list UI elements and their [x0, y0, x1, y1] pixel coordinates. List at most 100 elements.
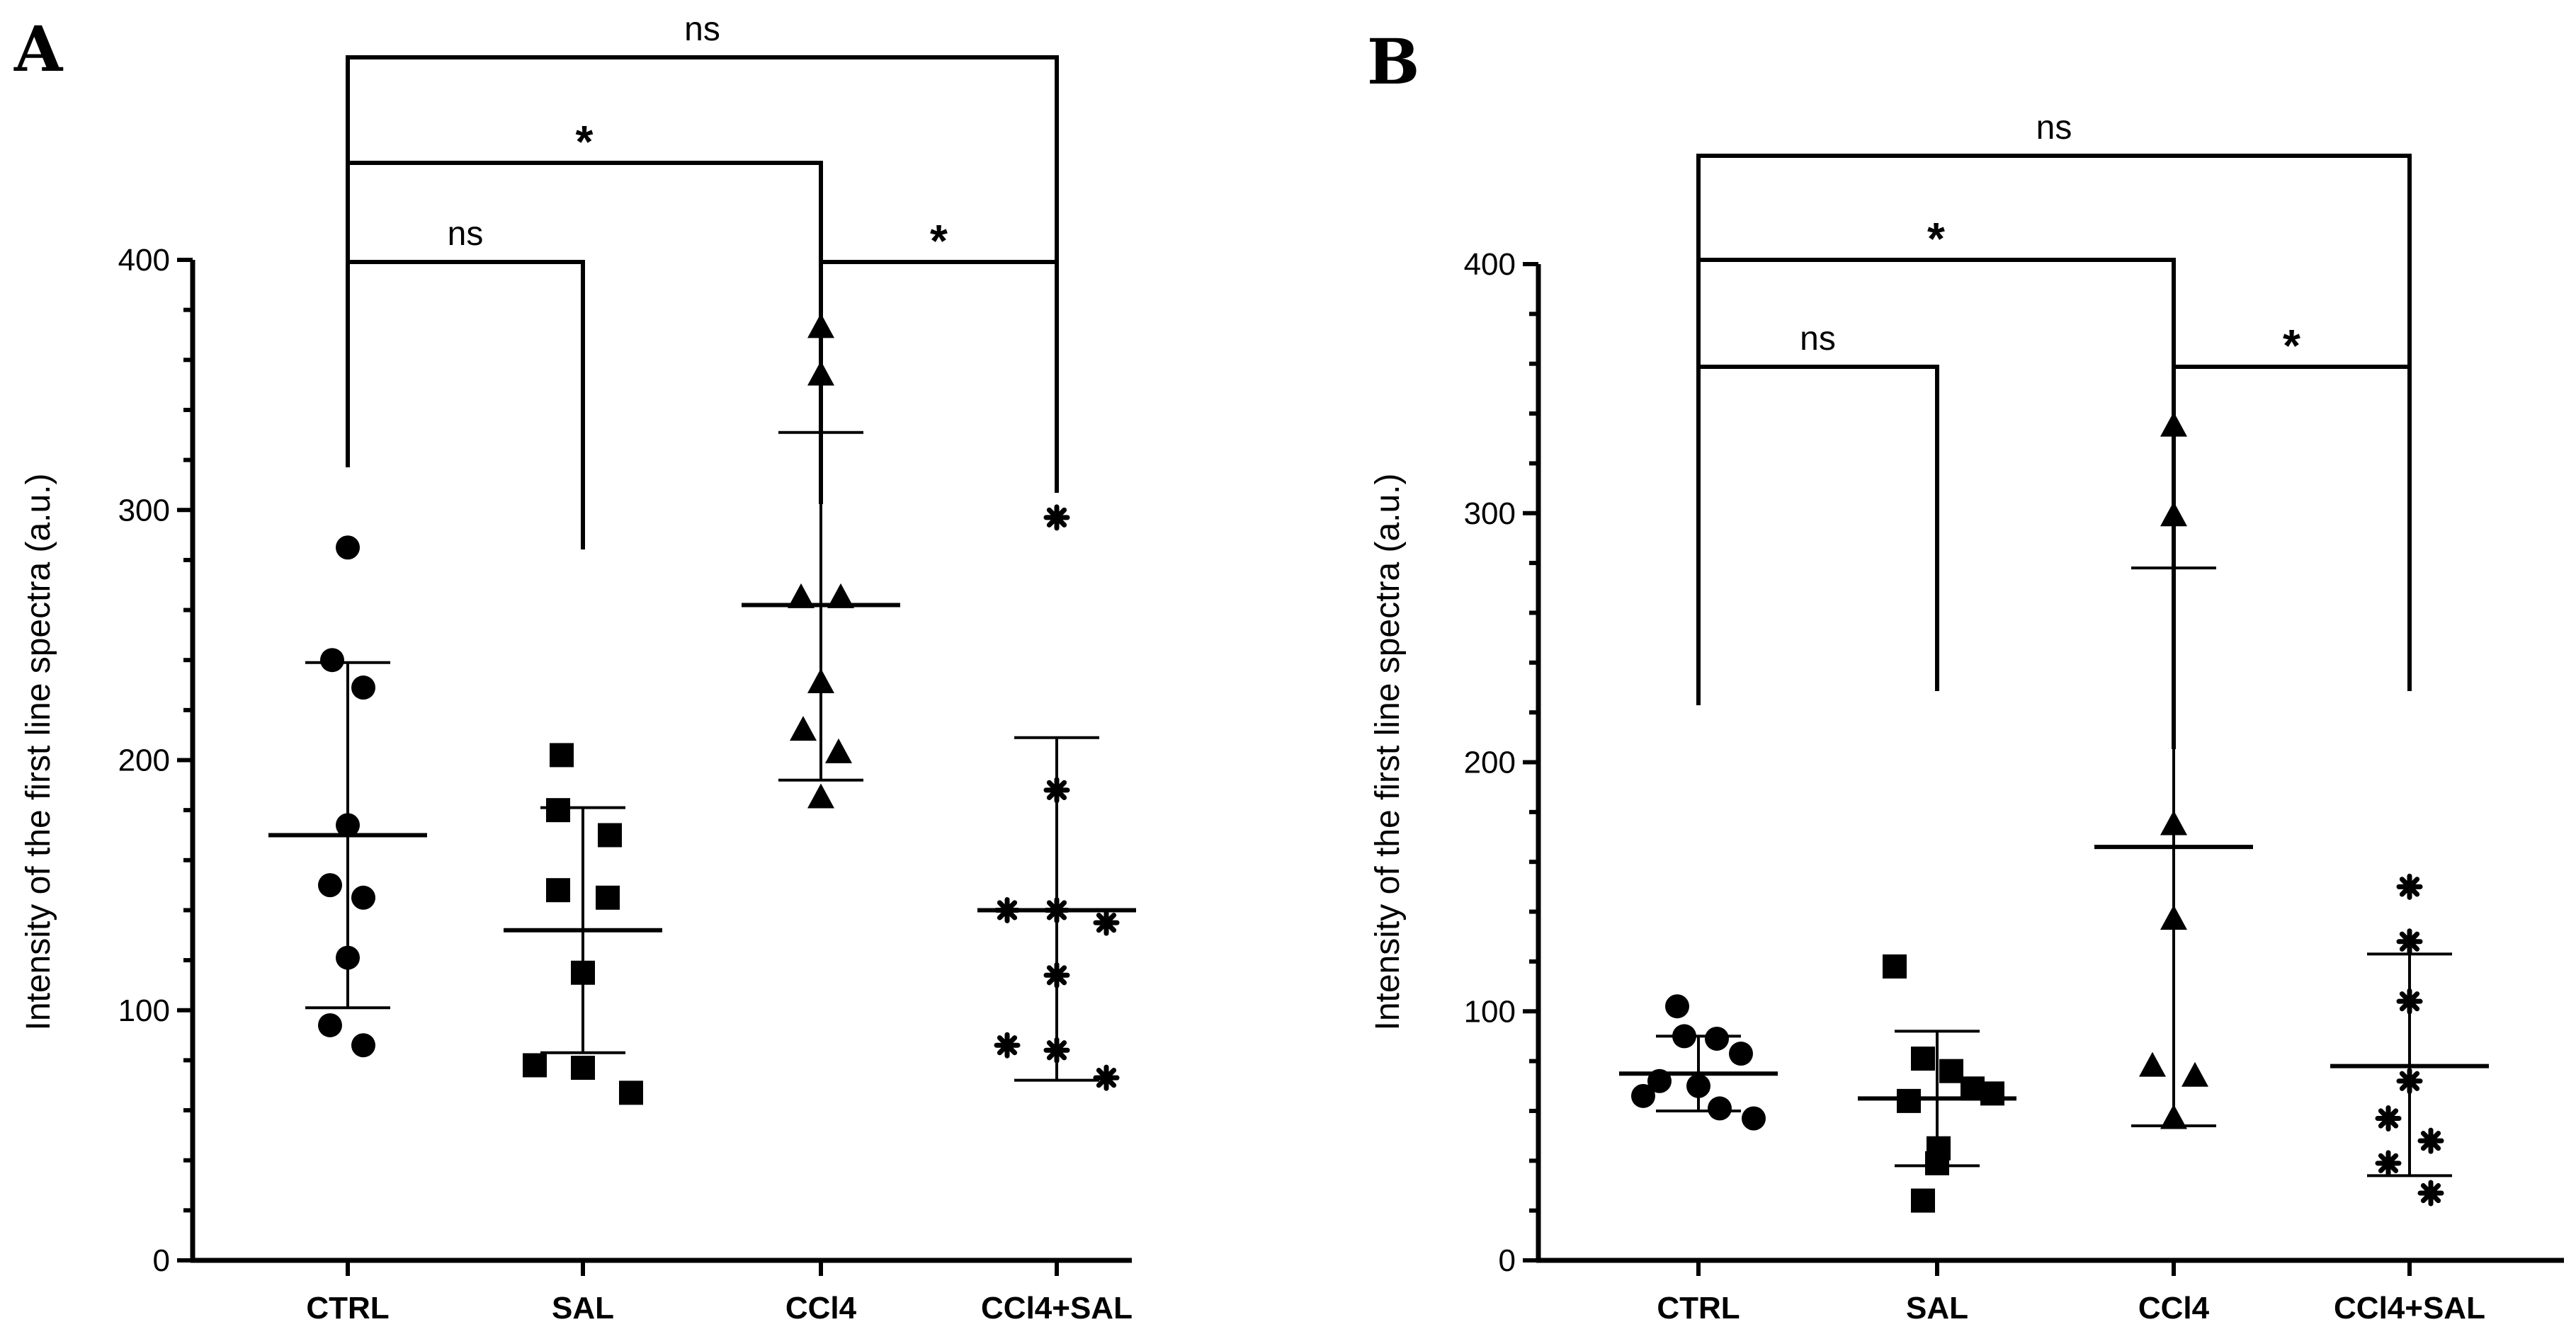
data-point-asterisk — [1043, 504, 1070, 531]
y-tick-label: 300 — [1464, 496, 1516, 531]
data-point-square — [619, 1081, 643, 1105]
y-tick-label: 400 — [1464, 247, 1516, 282]
x-category-label: CTRL — [1657, 1291, 1740, 1326]
asterisk-stroke — [2399, 931, 2420, 952]
data-point-triangle — [807, 313, 834, 338]
data-point-square — [550, 743, 574, 768]
data-point-asterisk — [1043, 777, 1070, 804]
x-category-label: CCl4 — [785, 1291, 857, 1326]
asterisk-stroke — [997, 900, 1018, 920]
data-point-triangle — [2160, 501, 2187, 527]
data-point-square — [571, 960, 595, 985]
data-point-triangle — [807, 360, 834, 386]
data-point-circle — [1665, 994, 1689, 1019]
asterisk-stroke — [2420, 1182, 2441, 1204]
y-tick-label: 300 — [118, 493, 170, 528]
y-tick-label: 100 — [118, 993, 170, 1028]
error-bars-a — [268, 431, 1136, 1082]
data-point-square — [571, 1055, 595, 1080]
data-point-circle — [318, 873, 342, 898]
asterisk-stroke — [1096, 913, 1117, 933]
panel-label-a: A — [13, 12, 64, 86]
y-axis-title-b: Intensity of the first line spectra (a.u… — [1369, 473, 1407, 1030]
data-point-asterisk — [2396, 1068, 2423, 1095]
panel-a: A Intensity of the first line spectra (a… — [13, 11, 1136, 1326]
data-point-square — [1980, 1081, 2004, 1106]
data-point-triangle — [807, 668, 834, 693]
data-point-triangle — [2160, 810, 2187, 836]
data-point-asterisk — [1093, 1064, 1120, 1091]
data-point-circle — [351, 885, 375, 910]
data-point-square — [596, 885, 620, 910]
data-point-square — [1897, 1088, 1921, 1113]
panel-b: B Intensity of the first line spectra (a… — [1367, 25, 2564, 1326]
x-category-label: CCl4 — [2138, 1291, 2210, 1326]
data-point-circle — [1729, 1042, 1753, 1066]
significance-brackets-b: ns * ns * — [1696, 109, 2412, 749]
data-point-triangle — [790, 716, 817, 741]
y-axis-title-a: Intensity of the first line spectra (a.u… — [20, 473, 57, 1030]
x-category-label: CCl4+SAL — [981, 1291, 1133, 1326]
y-tick-label: 200 — [1464, 746, 1516, 780]
significance-bracket — [346, 55, 1059, 288]
data-point-asterisk — [2396, 988, 2423, 1015]
data-point-triangle — [807, 783, 834, 809]
significance-label: * — [576, 116, 594, 167]
data-point-square — [1883, 954, 1907, 979]
asterisk-stroke — [1046, 780, 1067, 800]
data-point-circle — [1708, 1096, 1732, 1121]
x-category-label: SAL — [1906, 1291, 1968, 1326]
data-point-asterisk — [1043, 896, 1070, 923]
data-point-asterisk — [1043, 962, 1070, 988]
asterisk-stroke — [2399, 877, 2420, 897]
asterisk-stroke — [1046, 965, 1067, 986]
data-point-square — [1911, 1188, 1935, 1213]
data-point-asterisk — [2375, 1105, 2402, 1132]
significance-label: * — [1927, 213, 1945, 264]
significance-bracket — [2172, 365, 2412, 749]
y-tick-label: 200 — [118, 743, 170, 778]
x-category-label: SAL — [552, 1291, 614, 1326]
data-point-asterisk — [2396, 928, 2423, 955]
data-point-square — [1925, 1151, 1949, 1175]
asterisk-stroke — [1046, 507, 1067, 528]
y-tick-label: 0 — [1499, 1243, 1516, 1278]
axes-a: 0 100 200 300 400 CTRL SAL CCl4 CCl4+SAL — [118, 243, 1133, 1326]
data-point-square — [546, 878, 570, 903]
x-category-label: CTRL — [306, 1291, 389, 1326]
y-tick-label: 0 — [153, 1243, 170, 1278]
significance-label: ns — [448, 215, 484, 253]
asterisk-stroke — [997, 1035, 1018, 1056]
data-point-triangle — [2160, 905, 2187, 930]
data-point-triangle — [827, 583, 854, 608]
asterisk-stroke — [1046, 900, 1067, 920]
significance-brackets-a: ns * ns * — [346, 11, 1059, 549]
data-point-square — [598, 823, 622, 848]
asterisk-stroke — [1046, 1040, 1067, 1061]
significance-label: ns — [684, 11, 720, 48]
data-point-circle — [1742, 1106, 1766, 1131]
data-point-triangle — [2181, 1061, 2208, 1087]
significance-label: * — [930, 215, 948, 266]
data-point-circle — [1686, 1073, 1710, 1098]
data-point-square — [1911, 1047, 1935, 1071]
asterisk-stroke — [2399, 1071, 2420, 1091]
asterisk-stroke — [1096, 1068, 1117, 1088]
significance-label: * — [2283, 320, 2300, 371]
error-bars-b — [1619, 566, 2489, 1178]
data-point-asterisk — [994, 896, 1021, 923]
data-point-asterisk — [2375, 1150, 2402, 1177]
panel-label-b: B — [1367, 25, 1419, 98]
significance-label: ns — [2036, 109, 2072, 147]
data-point-circle — [1672, 1024, 1696, 1049]
data-point-circle — [320, 648, 344, 673]
data-point-square — [546, 798, 570, 823]
data-point-triangle — [2139, 1051, 2166, 1077]
significance-label: ns — [1800, 320, 1836, 358]
data-point-asterisk — [2417, 1127, 2444, 1154]
data-point-circle — [351, 675, 375, 700]
data-point-triangle — [825, 738, 852, 763]
data-point-circle — [318, 1013, 342, 1037]
data-point-circle — [1705, 1026, 1729, 1051]
